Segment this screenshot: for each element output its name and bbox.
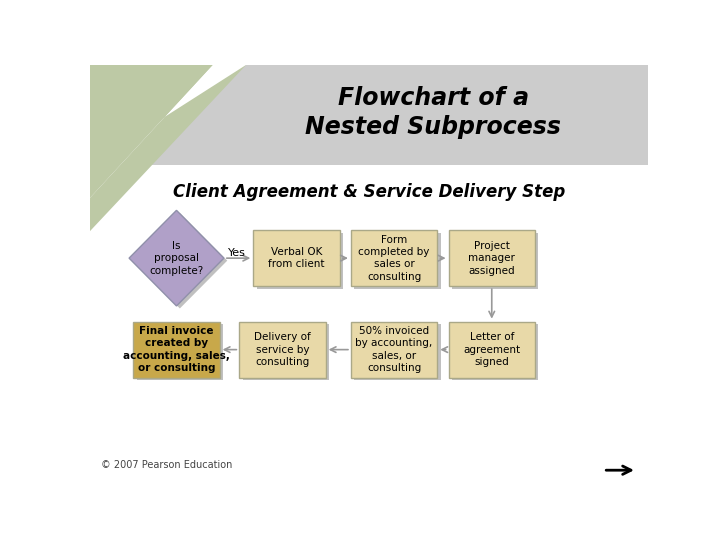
Text: Yes: Yes — [228, 248, 246, 258]
Text: Flowchart of a
Nested Subprocess: Flowchart of a Nested Subprocess — [305, 86, 561, 139]
Text: Form
completed by
sales or
consulting: Form completed by sales or consulting — [359, 234, 430, 282]
Polygon shape — [129, 210, 224, 306]
Text: Project
manager
assigned: Project manager assigned — [468, 241, 516, 275]
FancyBboxPatch shape — [239, 321, 325, 377]
FancyBboxPatch shape — [253, 230, 340, 286]
FancyBboxPatch shape — [354, 233, 441, 289]
FancyBboxPatch shape — [137, 324, 223, 380]
FancyBboxPatch shape — [351, 321, 437, 377]
FancyBboxPatch shape — [452, 324, 539, 380]
FancyBboxPatch shape — [133, 321, 220, 377]
Text: Letter of
agreement
signed: Letter of agreement signed — [463, 332, 521, 367]
Polygon shape — [90, 65, 246, 231]
FancyBboxPatch shape — [449, 230, 535, 286]
FancyBboxPatch shape — [256, 233, 343, 289]
FancyBboxPatch shape — [243, 324, 329, 380]
FancyBboxPatch shape — [354, 324, 441, 380]
FancyBboxPatch shape — [452, 233, 539, 289]
Polygon shape — [90, 65, 213, 198]
Polygon shape — [90, 65, 648, 165]
FancyBboxPatch shape — [351, 230, 437, 286]
Polygon shape — [90, 165, 648, 481]
Text: 50% invoiced
by accounting,
sales, or
consulting: 50% invoiced by accounting, sales, or co… — [356, 326, 433, 373]
Text: Is
proposal
complete?: Is proposal complete? — [149, 241, 204, 275]
Polygon shape — [90, 65, 246, 198]
Text: © 2007 Pearson Education: © 2007 Pearson Education — [101, 460, 233, 470]
Text: Final invoice
created by
accounting, sales,
or consulting: Final invoice created by accounting, sal… — [123, 326, 230, 373]
Polygon shape — [132, 213, 228, 308]
Text: Delivery of
service by
consulting: Delivery of service by consulting — [254, 332, 311, 367]
Text: Client Agreement & Service Delivery Step: Client Agreement & Service Delivery Step — [173, 183, 565, 201]
Text: Verbal OK
from client: Verbal OK from client — [269, 247, 325, 269]
FancyBboxPatch shape — [449, 321, 535, 377]
